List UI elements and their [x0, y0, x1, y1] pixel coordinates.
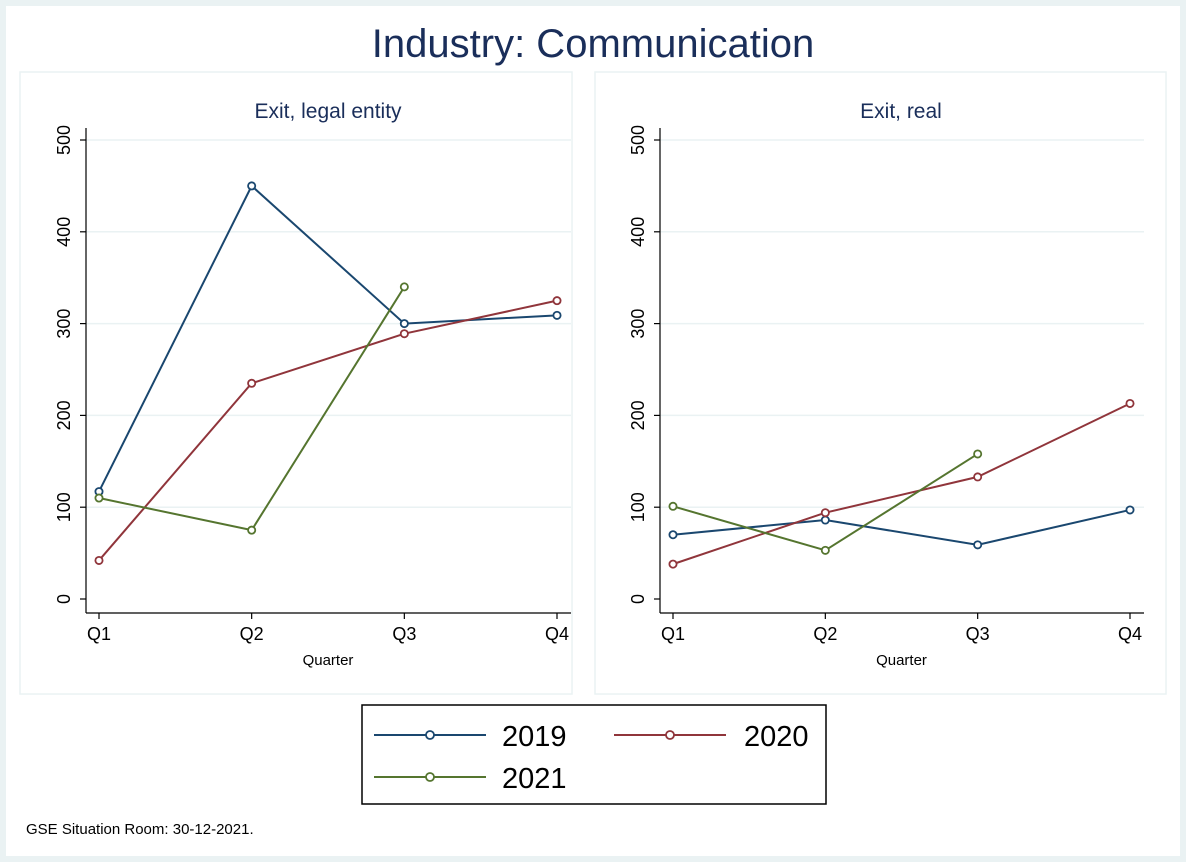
data-point-2020 — [247, 378, 257, 388]
y-tick-label: 200 — [628, 400, 648, 430]
panel-background — [19, 71, 573, 695]
x-tick-label: Q1 — [87, 624, 111, 644]
y-tick-label: 300 — [628, 309, 648, 339]
series-2021 — [94, 282, 409, 535]
data-point-2021 — [399, 282, 409, 292]
legend-label: 2020 — [744, 721, 809, 753]
y-tick-label: 0 — [628, 594, 648, 604]
x-tick-label: Q3 — [966, 624, 990, 644]
panel-1: Exit, legal entity 0 100 200 300 400 500 Q1 Q2 Q3… — [19, 71, 573, 695]
x-tick-label: Q3 — [392, 624, 416, 644]
legend-label: 2021 — [502, 763, 567, 795]
series-2020 — [668, 398, 1135, 569]
y-tick-label: 200 — [54, 400, 74, 430]
y-tick-label: 400 — [54, 217, 74, 247]
series-2019 — [94, 181, 562, 497]
data-point-2019 — [1125, 505, 1135, 515]
data-point-2020 — [668, 559, 678, 569]
legend-marker — [425, 730, 435, 740]
data-point-2021 — [820, 545, 830, 555]
data-point-2019 — [247, 181, 257, 191]
legend: 2019 2020 2021 — [361, 704, 827, 805]
x-axis-title: Quarter — [303, 652, 354, 669]
series-line-2020 — [672, 402, 1131, 566]
y-tick-label: 100 — [54, 492, 74, 522]
panel-title: Exit, legal entity — [254, 100, 402, 123]
x-tick-label: Q4 — [545, 624, 569, 644]
legend-label: 2019 — [502, 721, 567, 753]
panel-2: Exit, real 0 100 200 300 400 500 Q1 Q2 Q3 Q4 Quarte… — [594, 71, 1167, 695]
x-tick-label: Q1 — [661, 624, 685, 644]
data-point-2021 — [973, 449, 983, 459]
data-point-2019 — [973, 540, 983, 550]
data-point-2020 — [1125, 398, 1135, 408]
legend-entry-2019: 2019 — [374, 721, 567, 753]
data-point-2020 — [552, 296, 562, 306]
data-point-2019 — [820, 515, 830, 525]
y-tick-label: 400 — [628, 217, 648, 247]
y-tick-label: 0 — [54, 594, 74, 604]
y-tick-label: 100 — [628, 492, 648, 522]
data-point-2021 — [668, 501, 678, 511]
x-tick-label: Q4 — [1118, 624, 1142, 644]
legend-entry-2021: 2021 — [374, 763, 567, 795]
legend-marker — [665, 730, 675, 740]
x-axis-title: Quarter — [876, 652, 927, 669]
figure-title: Industry: Communication — [372, 22, 814, 66]
legend-box — [361, 704, 827, 805]
series-line-2019 — [98, 184, 558, 493]
data-point-2019 — [668, 530, 678, 540]
data-point-2019 — [552, 310, 562, 320]
data-point-2021 — [247, 525, 257, 535]
y-tick-label: 500 — [54, 125, 74, 155]
panel-title: Exit, real — [860, 100, 942, 123]
panel-background — [594, 71, 1167, 695]
y-tick-label: 500 — [628, 125, 648, 155]
x-tick-label: Q2 — [240, 624, 264, 644]
source-note: GSE Situation Room: 30-12-2021. — [26, 821, 254, 838]
legend-entry-2020: 2020 — [614, 721, 809, 753]
x-tick-label: Q2 — [813, 624, 837, 644]
series-line-2020 — [98, 299, 558, 562]
data-point-2021 — [94, 493, 104, 503]
series-2020 — [94, 296, 562, 565]
y-tick-label: 300 — [54, 309, 74, 339]
series-2021 — [668, 449, 983, 555]
data-point-2020 — [820, 508, 830, 518]
data-point-2020 — [973, 472, 983, 482]
data-point-2020 — [399, 329, 409, 339]
data-point-2020 — [94, 555, 104, 565]
data-point-2019 — [399, 319, 409, 329]
legend-marker — [425, 772, 435, 782]
